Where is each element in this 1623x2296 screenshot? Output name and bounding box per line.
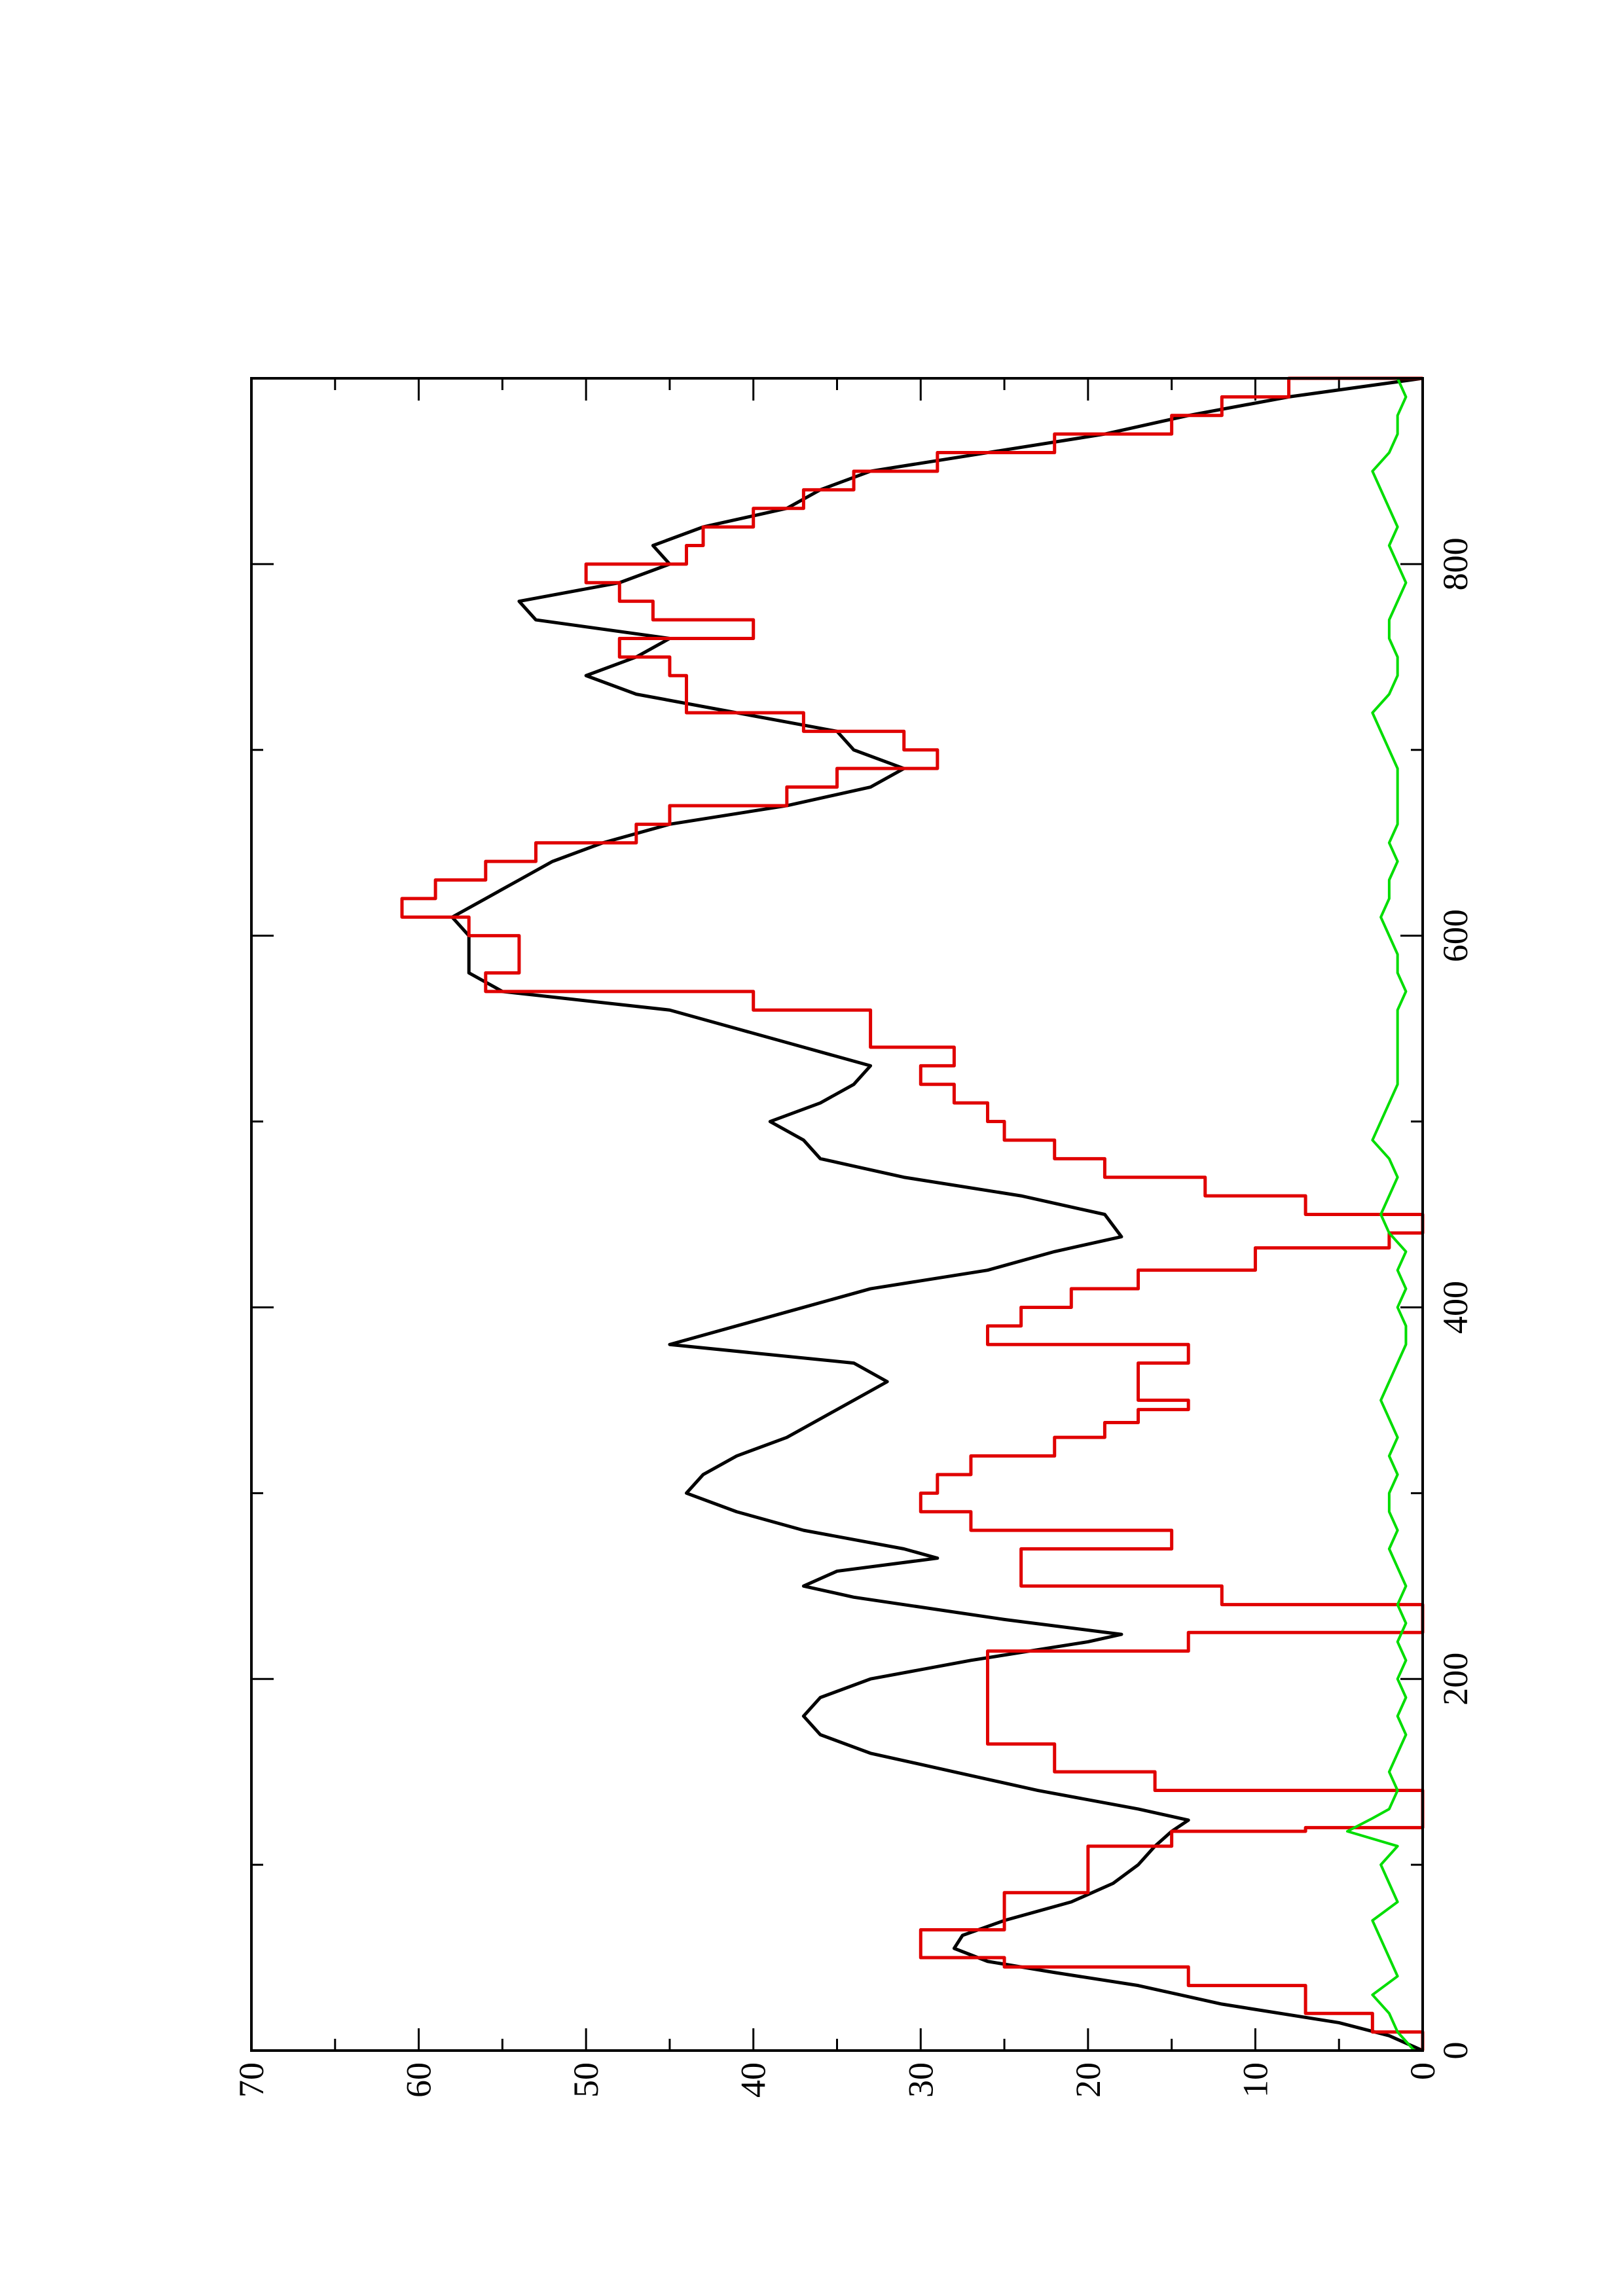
plot-frame <box>250 377 1424 2052</box>
x-tick-label: 800 <box>1436 537 1475 590</box>
x-tick-label: 0 <box>1436 2042 1475 2060</box>
series-green-noise-line <box>1345 378 1415 2052</box>
series-layer <box>400 376 1425 2053</box>
series-red-step-line <box>400 376 1425 2051</box>
series-black-line <box>450 376 1424 2053</box>
x-tick-label: 200 <box>1436 1653 1475 1706</box>
y-tick-label: 0 <box>1403 2062 1442 2080</box>
y-tick-label: 10 <box>1235 2062 1275 2098</box>
y-tick-label: 50 <box>566 2062 606 2098</box>
y-tick-label: 70 <box>232 2062 271 2098</box>
x-tick-label: 400 <box>1436 1281 1475 1334</box>
x-tick-label: 600 <box>1436 909 1475 962</box>
y-tick-label: 20 <box>1068 2062 1108 2098</box>
y-tick-label: 60 <box>399 2062 439 2098</box>
y-tick-label: 30 <box>901 2062 940 2098</box>
y-tick-label: 40 <box>734 2062 773 2098</box>
labels-layer: 0 200 400 600 800 0 10 20 30 40 50 60 70 <box>232 537 1475 2098</box>
